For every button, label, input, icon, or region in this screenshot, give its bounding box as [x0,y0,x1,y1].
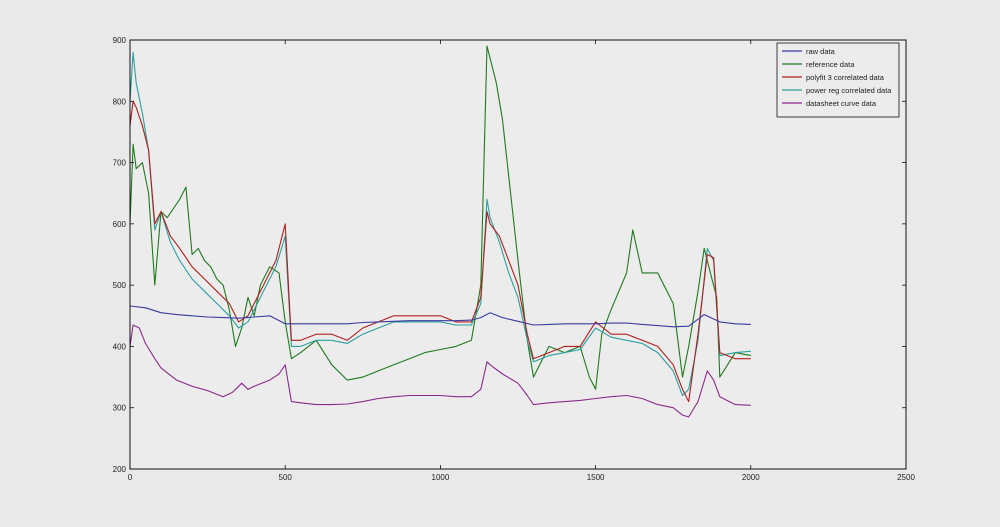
x-tick-label: 1500 [587,473,605,482]
legend-label: raw data [806,47,836,56]
legend-box [776,42,900,118]
plot-frame [129,39,907,470]
tick-layer: 0 500 1000 1500 2000 2500 200 300 400 500 600 700 80… [113,36,916,482]
x-tick-label: 0 [128,473,133,482]
y-tick-label: 500 [113,281,127,290]
x-tick-label: 2500 [897,473,915,482]
y-tick-label: 200 [113,465,127,474]
legend-label: polyfit 3 correlated data [806,73,885,82]
legend-label: power reg correlated data [806,86,892,95]
series-line-polyfit-3-correlated-data [129,100,751,403]
legend-label: datasheet curve data [806,99,877,108]
y-tick-label: 600 [113,220,127,229]
series-line-power-reg-correlated-data [129,51,751,397]
series-layer [129,45,751,418]
series-line-datasheet-curve-data [129,324,751,418]
y-tick-label: 900 [113,36,127,45]
legend-entries: raw data reference data polyfit 3 correlat… [782,47,892,108]
legend: raw data reference data polyfit 3 correlat… [776,42,900,118]
series-line-reference-data [129,45,751,390]
legend-label: reference data [806,60,855,69]
x-tick-label: 2000 [742,473,760,482]
x-tick-label: 1000 [432,473,450,482]
series-line-raw-data [129,305,751,328]
x-tick-label: 500 [279,473,293,482]
y-tick-label: 700 [113,159,127,168]
y-tick-label: 300 [113,404,127,413]
y-tick-label: 400 [113,342,127,351]
y-tick-label: 800 [113,97,127,106]
